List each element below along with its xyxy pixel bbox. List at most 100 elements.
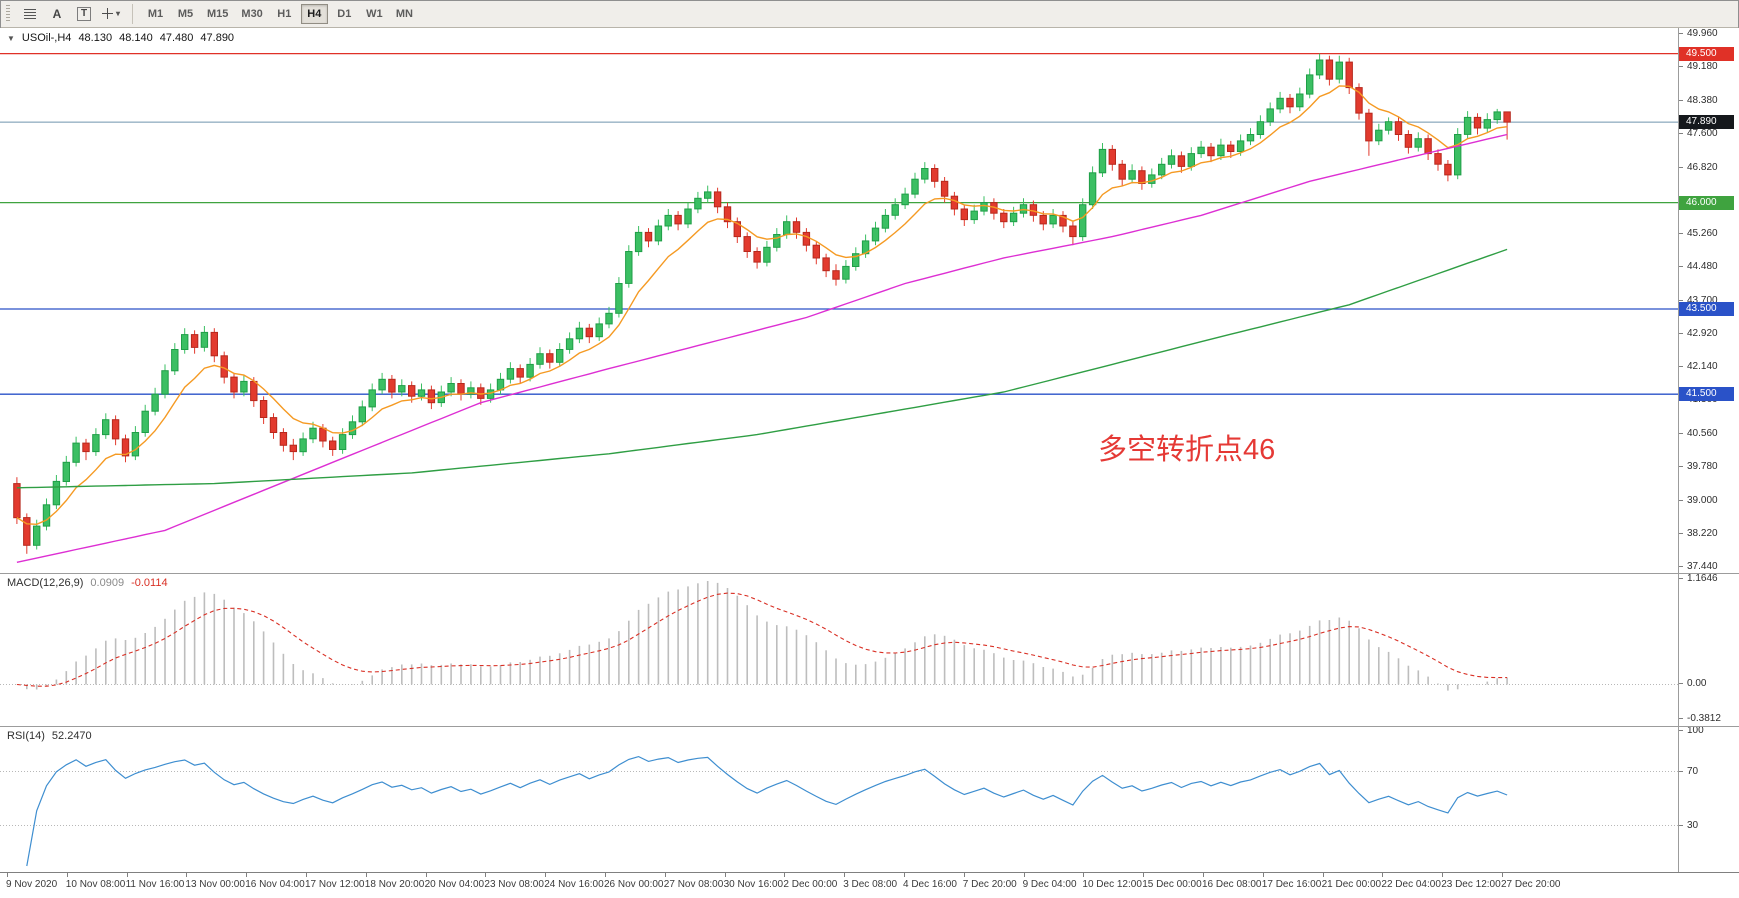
time-tick xyxy=(545,873,547,877)
time-tick xyxy=(1083,873,1085,877)
horizontal-lines-layer xyxy=(0,52,1678,395)
time-axis-label: 17 Nov 12:00 xyxy=(305,879,365,890)
macd-signal-value: -0.0114 xyxy=(131,577,168,589)
time-axis-label: 16 Dec 08:00 xyxy=(1202,879,1262,890)
rsi-axis[interactable]: 100 70 30 xyxy=(1678,727,1739,872)
time-axis[interactable]: 9 Nov 2020 10 Nov 08:00 11 Nov 16:00 13 Nov… xyxy=(0,872,1739,898)
time-axis-label: 17 Dec 16:00 xyxy=(1261,879,1322,890)
axis-label: 100 xyxy=(1679,727,1704,737)
axis-label: 42.140 xyxy=(1679,360,1718,373)
text-tool-button[interactable]: T xyxy=(72,3,96,25)
time-axis-label: 10 Dec 12:00 xyxy=(1082,879,1142,890)
time-tick xyxy=(605,873,606,877)
toolbar-grip[interactable] xyxy=(6,4,10,23)
macd-name: MACD(12,26,9) xyxy=(7,577,84,589)
time-tick xyxy=(1502,873,1503,877)
axis-label: 37.440 xyxy=(1679,560,1718,573)
axis-label: 30 xyxy=(1679,819,1698,832)
rsi-canvas[interactable] xyxy=(0,727,1678,872)
quote-high: 48.140 xyxy=(119,32,153,44)
price-tag: 43.500 xyxy=(1679,302,1734,316)
symbol-period: USOil-,H4 xyxy=(21,32,72,44)
axis-label: 48.380 xyxy=(1679,94,1718,107)
axis-label: 43.700 xyxy=(1679,294,1718,307)
chevron-down-icon: ▾ xyxy=(115,9,120,18)
toolbar-separator xyxy=(132,3,133,24)
macd-canvas[interactable] xyxy=(0,574,1678,726)
charts-list-button[interactable] xyxy=(18,3,42,25)
time-axis-label: 23 Dec 12:00 xyxy=(1441,879,1501,890)
candles-layer xyxy=(13,53,1511,554)
time-axis-label: 26 Nov 00:00 xyxy=(604,879,664,890)
time-axis-label: 15 Dec 00:00 xyxy=(1142,879,1202,890)
time-tick xyxy=(963,873,965,877)
axis-label: 38.220 xyxy=(1679,527,1718,540)
cursor-tool-button[interactable]: A xyxy=(45,3,69,25)
candlestick-chart-canvas[interactable] xyxy=(0,28,1678,573)
axis-label: 0.00 xyxy=(1679,677,1706,690)
rsi-label: RSI(14) 52.2470 xyxy=(7,730,92,742)
rsi-name: RSI(14) xyxy=(7,730,45,742)
timeframe-w1-button[interactable]: W1 xyxy=(361,4,388,24)
axis-label: 45.260 xyxy=(1679,227,1718,240)
axis-label: 1.1646 xyxy=(1679,574,1718,585)
timeframe-h4-button[interactable]: H4 xyxy=(300,3,328,24)
time-tick xyxy=(664,873,666,877)
symbol-marker-icon: ▼ xyxy=(7,33,15,43)
time-axis-label: 21 Dec 00:00 xyxy=(1321,879,1382,890)
rsi-panel: RSI(14) 52.2470 100 70 30 xyxy=(0,726,1739,872)
price-tag: 49.500 xyxy=(1679,46,1734,61)
timeframe-h1-button[interactable]: H1 xyxy=(271,4,298,24)
toolbar: A T ▾ M1 M5 M15 M30 H1 H4 D1 W1 MN xyxy=(0,0,1739,28)
time-axis-label: 7 Dec 20:00 xyxy=(962,879,1017,890)
axis-label: 46.820 xyxy=(1679,161,1718,174)
time-tick xyxy=(66,873,68,877)
timeframe-m5-button[interactable]: M5 xyxy=(172,4,199,24)
time-tick xyxy=(126,873,128,877)
shapes-dropdown-button[interactable]: ▾ xyxy=(99,3,123,25)
axis-label: 39.000 xyxy=(1679,494,1718,507)
time-tick xyxy=(1203,873,1204,877)
axis-label: 42.920 xyxy=(1679,327,1718,340)
time-axis-label: 22 Dec 04:00 xyxy=(1381,879,1441,890)
time-axis-label: 4 Dec 16:00 xyxy=(903,879,957,890)
time-tick xyxy=(365,873,367,877)
time-tick xyxy=(1023,873,1025,877)
axis-label: 40.560 xyxy=(1679,427,1718,440)
time-tick xyxy=(1382,873,1384,877)
rsi-value: 52.2470 xyxy=(51,730,92,742)
timeframe-m1-button[interactable]: M1 xyxy=(142,4,169,24)
chart-annotation-text: 多空转折点46 xyxy=(1098,434,1276,466)
price-axis[interactable]: 49.96049.18048.38047.60046.82046.04045.2… xyxy=(1678,28,1739,573)
rsi-line xyxy=(26,755,1508,867)
time-axis-label: 30 Nov 16:00 xyxy=(723,879,784,890)
time-axis-label: 20 Nov 04:00 xyxy=(424,879,485,890)
macd-histogram xyxy=(25,581,1508,691)
time-axis-label: 9 Nov 2020 xyxy=(6,879,58,890)
price-tag: 41.500 xyxy=(1679,387,1734,402)
timeframe-m30-button[interactable]: M30 xyxy=(236,4,267,24)
timeframe-mn-button[interactable]: MN xyxy=(391,4,418,24)
time-axis-label: 3 Dec 08:00 xyxy=(843,879,898,890)
time-axis-label: 18 Nov 20:00 xyxy=(364,879,425,890)
axis-label: -0.3812 xyxy=(1679,712,1721,725)
main-chart-panel: ▼ USOil-,H4 48.130 48.140 47.480 47.890 … xyxy=(0,28,1739,573)
macd-main-value: 0.0909 xyxy=(90,577,125,589)
time-tick xyxy=(724,873,726,877)
macd-panel: MACD(12,26,9) 0.0909 -0.0114 1.1646 0.00 -… xyxy=(0,573,1739,726)
time-tick xyxy=(186,873,188,877)
macd-axis[interactable]: 1.1646 0.00 -0.3812 xyxy=(1678,574,1739,726)
time-axis-label: 2 Dec 00:00 xyxy=(783,879,838,890)
axis-label: 49.960 xyxy=(1679,28,1718,40)
axis-label: 49.180 xyxy=(1679,60,1718,73)
quote-open: 48.130 xyxy=(78,32,113,44)
time-axis-label: 13 Nov 00:00 xyxy=(185,879,245,890)
time-tick xyxy=(7,873,8,877)
time-axis-label: 27 Dec 20:00 xyxy=(1501,879,1561,890)
timeframe-d1-button[interactable]: D1 xyxy=(331,4,358,24)
time-tick xyxy=(246,873,248,877)
price-tag: 46.000 xyxy=(1679,195,1734,210)
timeframe-m15-button[interactable]: M15 xyxy=(202,4,233,24)
macd-signal-line xyxy=(16,592,1508,687)
crosshair-icon xyxy=(101,8,113,19)
